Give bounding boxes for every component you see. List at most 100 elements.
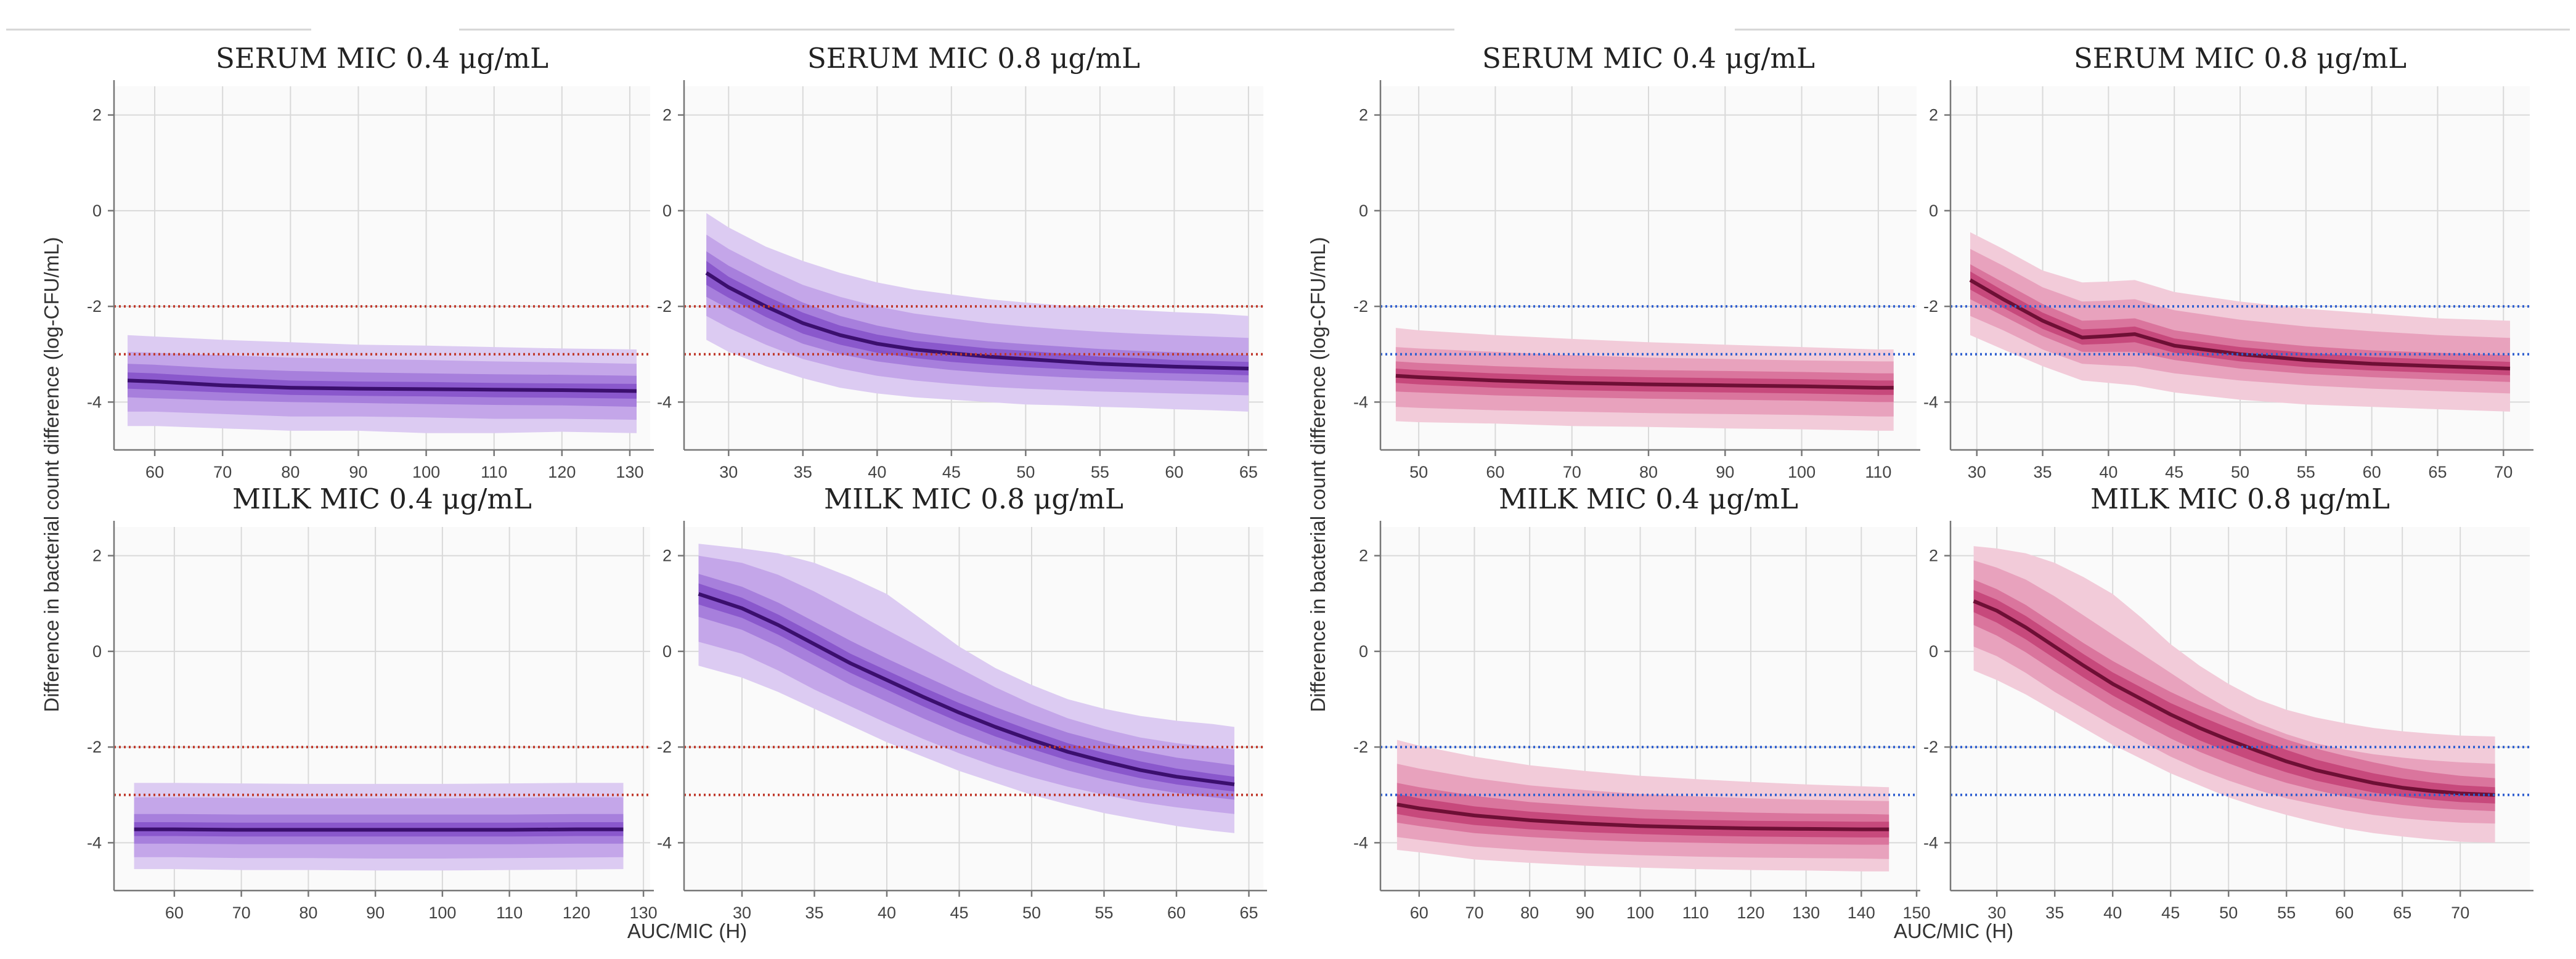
- y-tick-label: -2: [1923, 738, 1938, 756]
- x-tick-label: 40: [878, 904, 896, 922]
- median-line: [698, 592, 1235, 786]
- x-tick-label: 60: [165, 904, 184, 922]
- median-line: [1973, 599, 2495, 797]
- x-tick-label: 90: [1576, 904, 1594, 922]
- x-tick-label: 30: [733, 904, 751, 922]
- median-line: [1396, 802, 1889, 831]
- y-tick-label: 0: [1929, 202, 1938, 220]
- x-tick-label: 110: [1865, 463, 1891, 481]
- x-tick-label: 70: [2494, 463, 2513, 481]
- x-axis-label-left: AUC/MIC (H): [627, 920, 747, 942]
- y-tick-label: 2: [1929, 547, 1938, 565]
- x-tick-label: 60: [1486, 463, 1504, 481]
- y-tick-label: -4: [1353, 833, 1368, 852]
- x-tick-label: 45: [2165, 463, 2183, 481]
- y-tick-label: 0: [662, 202, 672, 220]
- y-tick-label: 0: [662, 642, 672, 661]
- panel-serum-mic-0-8-right: 2 0 -2 -4 30 35 40 45 50 55 60 65 70 SERUM MIC 0.8 μg…: [1923, 42, 2533, 481]
- y-tick-label: 2: [1359, 547, 1368, 565]
- x-tick-label: 150: [1902, 904, 1930, 922]
- x-tick-label: 50: [1409, 463, 1428, 481]
- x-tick-label: 55: [1091, 463, 1109, 481]
- panel-serum-mic-0-8-left: 2 0 -2 -4 30 35 40 45 50 55 60 65 SERUM MIC 0.8 μg/m…: [657, 42, 1267, 481]
- y-axis-label-left: Difference in bacterial count difference…: [40, 237, 63, 712]
- x-tick-label: 45: [942, 463, 961, 481]
- x-tick-label: 100: [412, 463, 440, 481]
- x-tick-label: 130: [630, 904, 658, 922]
- panel-serum-mic-0-4-left: 2 0 -2 -4 60 70 80 90 100 110 120 130 SERUM MIC 0.4 …: [87, 42, 654, 481]
- x-tick-label: 110: [496, 904, 523, 922]
- x-tick-label: 80: [1639, 463, 1658, 481]
- x-tick-label: 80: [1520, 904, 1539, 922]
- x-tick-label: 40: [2099, 463, 2117, 481]
- panel-title: SERUM MIC 0.4 μg/mL: [1482, 42, 1815, 75]
- x-tick-label: 55: [2277, 904, 2296, 922]
- prediction-band-50: [698, 574, 1234, 800]
- x-tick-label: 65: [1239, 904, 1258, 922]
- y-tick-label: -2: [657, 297, 672, 316]
- median-line: [705, 271, 1249, 370]
- x-tick-label: 45: [950, 904, 968, 922]
- y-tick-label: -4: [87, 393, 102, 411]
- x-tick-label: 30: [719, 463, 738, 481]
- y-tick-label: 2: [92, 106, 102, 124]
- panel-title: MILK MIC 0.8 μg/mL: [824, 483, 1123, 515]
- x-tick-label: 140: [1848, 904, 1875, 922]
- x-tick-label: 45: [2161, 904, 2180, 922]
- prediction-band-20: [698, 583, 1234, 792]
- y-tick-label: 0: [1929, 642, 1938, 661]
- x-tick-label: 50: [2219, 904, 2238, 922]
- x-tick-label: 35: [2045, 904, 2064, 922]
- panel-title: SERUM MIC 0.4 μg/mL: [216, 42, 548, 75]
- x-tick-label: 60: [1410, 904, 1429, 922]
- y-tick-label: 2: [1929, 106, 1938, 124]
- x-tick-label: 35: [805, 904, 823, 922]
- y-tick-label: 2: [92, 547, 102, 565]
- x-tick-label: 40: [868, 463, 886, 481]
- y-tick-label: -2: [87, 297, 102, 316]
- panel-serum-mic-0-4-right: 2 0 -2 -4 50 60 70 80 90 100 110 SERUM MIC 0.4 μg/m…: [1353, 42, 1920, 481]
- x-tick-label: 55: [2297, 463, 2315, 481]
- x-tick-label: 50: [1022, 904, 1041, 922]
- x-tick-label: 60: [1167, 904, 1186, 922]
- x-tick-label: 100: [1788, 463, 1816, 481]
- prediction-band-80: [1973, 560, 2495, 824]
- x-tick-label: 70: [232, 904, 251, 922]
- x-tick-label: 100: [428, 904, 456, 922]
- x-tick-label: 90: [366, 904, 385, 922]
- y-tick-label: -4: [1923, 393, 1938, 411]
- x-tick-label: 60: [1165, 463, 1183, 481]
- prediction-band-50: [706, 251, 1249, 383]
- y-tick-label: -4: [657, 393, 672, 411]
- x-tick-label: 40: [2103, 904, 2122, 922]
- panel-milk-mic-0-8-left: 2 0 -2 -4 30 35 40 45 50 55 60 65 MILK MIC 0.8 μg/mL: [657, 483, 1267, 922]
- y-tick-label: -2: [1353, 297, 1368, 316]
- panel-milk-mic-0-4-left: 2 0 -2 -4 60 70 80 90 100 110 120 130 MILK MIC 0.4 μ…: [87, 483, 658, 922]
- x-tick-label: 30: [1968, 463, 1986, 481]
- x-tick-label: 70: [213, 463, 232, 481]
- x-tick-label: 100: [1626, 904, 1654, 922]
- y-tick-label: 0: [1359, 202, 1368, 220]
- x-tick-label: 50: [1016, 463, 1035, 481]
- x-tick-label: 35: [794, 463, 812, 481]
- panel-title: MILK MIC 0.4 μg/mL: [232, 483, 532, 515]
- median-line: [1395, 373, 1894, 390]
- x-tick-label: 90: [1716, 463, 1734, 481]
- panel-title: MILK MIC 0.8 μg/mL: [2090, 483, 2390, 515]
- x-tick-label: 35: [2034, 463, 2052, 481]
- prediction-band-50: [1970, 264, 2510, 382]
- y-tick-label: 0: [1359, 642, 1368, 661]
- y-axis-label-right: Difference in bacterial count difference…: [1306, 237, 1329, 712]
- x-tick-label: 30: [1987, 904, 2006, 922]
- prediction-band-20: [128, 372, 637, 399]
- x-tick-label: 50: [2231, 463, 2249, 481]
- x-tick-label: 80: [281, 463, 300, 481]
- x-tick-label: 65: [2393, 904, 2411, 922]
- panel-title: SERUM MIC 0.8 μg/mL: [807, 42, 1140, 75]
- y-tick-label: -2: [87, 738, 102, 756]
- panel-milk-mic-0-8-right: 2 0 -2 -4 30 35 40 45 50 55 60 65 70 MILK MIC 0.8 μg/…: [1923, 483, 2533, 922]
- y-tick-label: 0: [92, 642, 102, 661]
- x-tick-label: 65: [2428, 463, 2447, 481]
- median-line: [1969, 278, 2511, 370]
